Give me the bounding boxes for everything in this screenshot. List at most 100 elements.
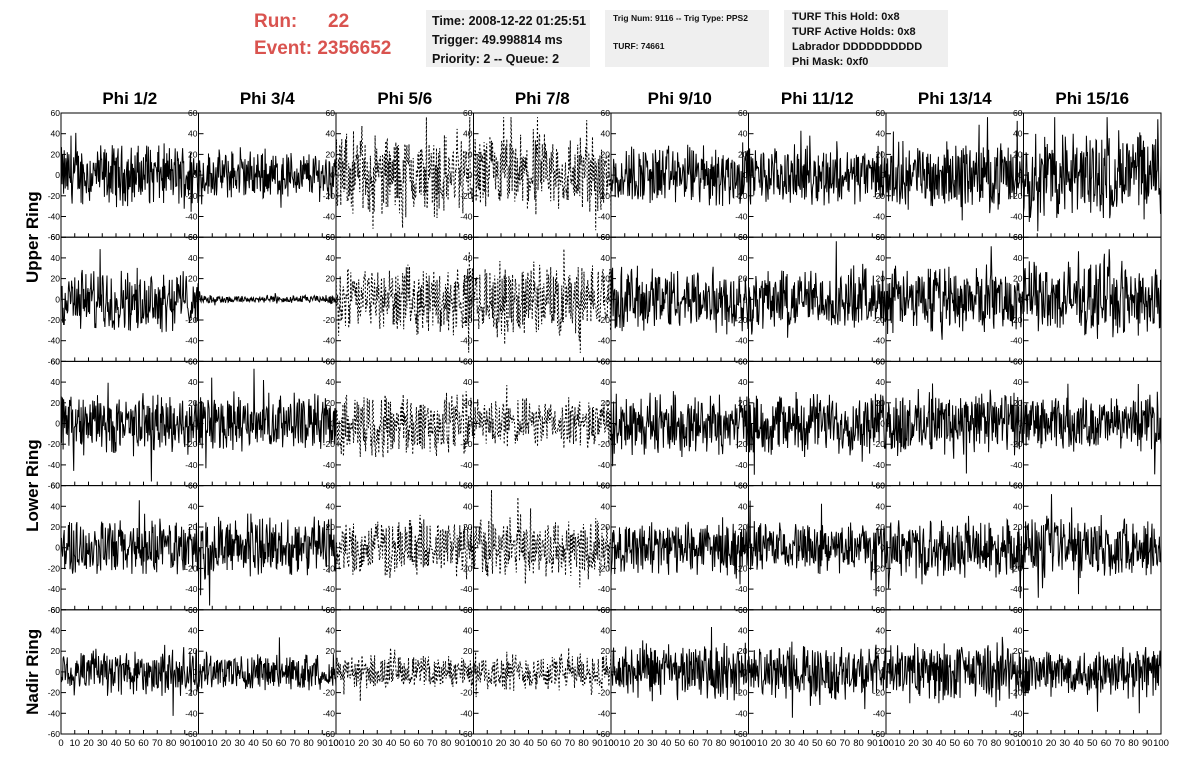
y-tick-label: 60	[463, 356, 473, 366]
x-tick-label: 80	[303, 738, 314, 749]
y-tick-label: -40	[598, 460, 611, 470]
y-tick-label: -40	[598, 584, 611, 594]
y-tick-label: 40	[1013, 377, 1023, 387]
y-tick-label: -40	[598, 212, 611, 222]
y-tick-label: 20	[876, 149, 886, 159]
panel-frame	[335, 360, 474, 487]
x-tick-label: 0	[196, 738, 201, 749]
y-tick-label: -40	[185, 460, 198, 470]
waveform-trace	[885, 246, 1024, 340]
y-tick-label: 60	[1013, 481, 1023, 491]
y-tick-label: 0	[605, 170, 610, 180]
x-tick-label: 20	[358, 738, 369, 749]
x-tick-label: 60	[1101, 738, 1112, 749]
y-tick-label: 60	[51, 108, 61, 118]
x-tick-label: 90	[454, 738, 465, 749]
y-tick-label: -60	[1010, 729, 1023, 739]
y-tick-label: 20	[738, 149, 748, 159]
y-tick-label: 20	[51, 149, 61, 159]
y-tick-label: 0	[468, 170, 473, 180]
waveform-trace	[473, 248, 612, 353]
column-header: Phi 9/10	[648, 89, 712, 108]
x-tick-label: 0	[883, 738, 888, 749]
waveform-trace	[198, 291, 337, 306]
x-tick-label: 50	[949, 738, 960, 749]
x-tick-label: 10	[344, 738, 355, 749]
waveform-trace	[1023, 494, 1162, 598]
x-tick-label: 30	[922, 738, 933, 749]
y-tick-label: -20	[735, 439, 748, 449]
y-tick-label: -60	[185, 729, 198, 739]
x-tick-label: 60	[963, 738, 974, 749]
x-tick-label: 70	[289, 738, 300, 749]
y-tick-label: 60	[463, 232, 473, 242]
y-tick-label: 20	[1013, 646, 1023, 656]
y-tick-label: 60	[51, 605, 61, 615]
x-tick-label: 70	[977, 738, 988, 749]
time-info-box: Time: 2008-12-22 01:25:51 Trigger: 49.99…	[426, 10, 590, 67]
y-tick-label: 0	[193, 419, 198, 429]
y-tick-label: 60	[738, 605, 748, 615]
y-tick-label: -40	[735, 584, 748, 594]
y-tick-label: 40	[188, 501, 198, 511]
column-header: Phi 1/2	[102, 89, 157, 108]
x-tick-label: 40	[936, 738, 947, 749]
y-tick-label: 20	[326, 646, 336, 656]
y-tick-label: 60	[51, 232, 61, 242]
x-tick-label: 30	[1059, 738, 1070, 749]
x-tick-label: 40	[248, 738, 259, 749]
y-tick-label: 0	[55, 667, 60, 677]
waveform-trace	[885, 515, 1024, 599]
y-tick-label: 40	[463, 626, 473, 636]
y-tick-label: 0	[605, 543, 610, 553]
y-tick-label: 40	[326, 626, 336, 636]
waveform-trace	[335, 117, 474, 229]
y-tick-label: 20	[738, 522, 748, 532]
y-tick-label: 60	[326, 481, 336, 491]
run-event-block: Run: 22 Event: 2356652	[254, 8, 391, 62]
y-tick-label: 40	[1013, 501, 1023, 511]
y-tick-label: 40	[1013, 129, 1023, 139]
y-tick-label: -20	[873, 688, 886, 698]
y-tick-label: 0	[1018, 667, 1023, 677]
y-tick-label: 20	[51, 274, 61, 284]
x-tick-label: 30	[509, 738, 520, 749]
y-tick-label: 60	[876, 232, 886, 242]
y-tick-label: 60	[1013, 356, 1023, 366]
row-label: Upper Ring	[23, 191, 42, 283]
y-tick-label: 60	[1013, 605, 1023, 615]
y-tick-label: 0	[605, 419, 610, 429]
y-tick-label: 40	[51, 626, 61, 636]
y-tick-label: 40	[876, 501, 886, 511]
waveform-trace	[748, 391, 887, 475]
y-tick-label: -40	[873, 584, 886, 594]
waveform-trace	[60, 132, 199, 212]
y-tick-label: -60	[48, 481, 61, 491]
y-tick-label: -40	[1010, 336, 1023, 346]
y-tick-label: 20	[601, 149, 611, 159]
y-tick-label: 40	[188, 253, 198, 263]
waveform-trace	[60, 382, 199, 482]
waveform-trace	[748, 130, 887, 206]
y-tick-label: 60	[601, 356, 611, 366]
y-tick-label: -60	[598, 729, 611, 739]
x-tick-label: 60	[138, 738, 149, 749]
y-tick-label: 0	[1018, 419, 1023, 429]
waveform-trace	[748, 500, 887, 597]
y-tick-label: 0	[55, 170, 60, 180]
y-tick-label: -40	[460, 336, 473, 346]
x-tick-label: 100	[466, 738, 482, 749]
run-label: Run:	[254, 11, 298, 32]
x-tick-label: 50	[399, 738, 410, 749]
y-tick-label: 0	[193, 667, 198, 677]
y-tick-label: 40	[463, 377, 473, 387]
y-tick-label: 20	[51, 522, 61, 532]
waveform-trace	[610, 383, 749, 467]
y-tick-label: 60	[601, 481, 611, 491]
x-tick-label: 30	[97, 738, 108, 749]
waveform-trace	[610, 517, 749, 585]
y-tick-label: 20	[326, 522, 336, 532]
labrador-text: Labrador DDDDDDDDDD	[792, 41, 923, 53]
x-tick-label: 60	[688, 738, 699, 749]
